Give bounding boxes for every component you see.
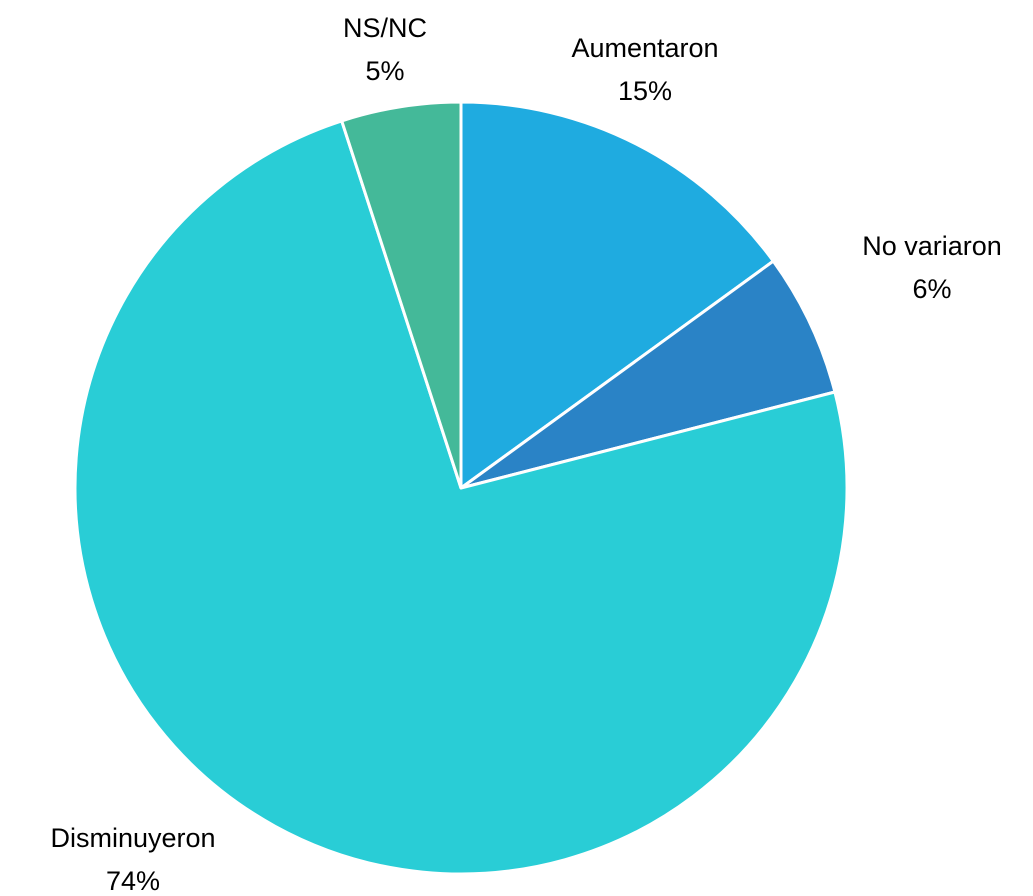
slice-label: NS/NC	[343, 13, 427, 43]
pie-slice	[459, 100, 775, 490]
pie-slice	[73, 119, 849, 876]
slice-value-label: 6%	[912, 274, 951, 304]
slice-label: Aumentaron	[571, 33, 718, 63]
pie-slice	[459, 259, 837, 490]
pie-slice	[340, 100, 463, 490]
slice-value-label: 5%	[365, 56, 404, 86]
slice-value-label: 74%	[106, 866, 160, 896]
slice-value-label: 15%	[618, 76, 672, 106]
slice-label: No variaron	[862, 231, 1002, 261]
slice-label: Disminuyeron	[50, 823, 215, 853]
